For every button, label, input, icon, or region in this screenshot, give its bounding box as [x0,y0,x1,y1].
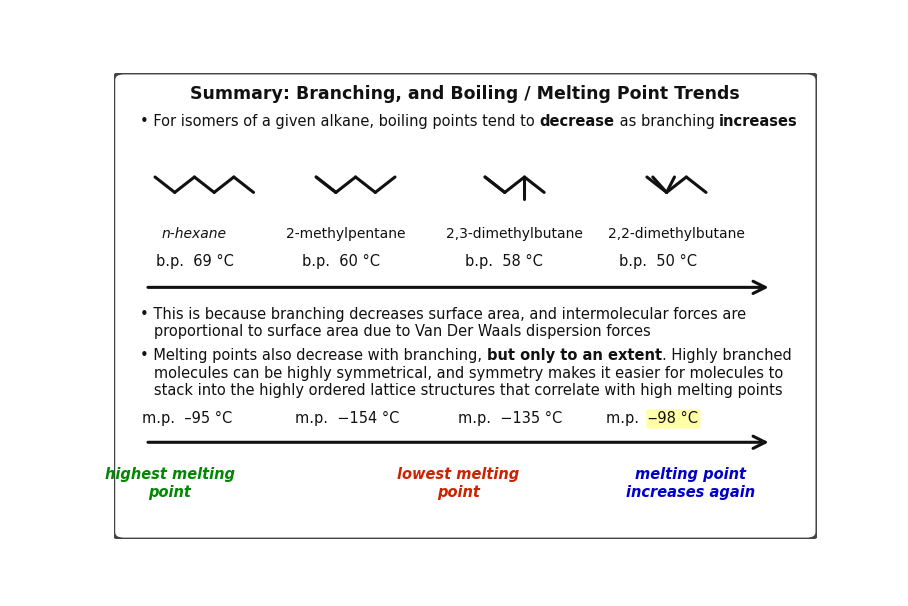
Text: proportional to surface area due to Van Der Waals dispersion forces: proportional to surface area due to Van … [140,324,651,339]
Text: Summary: Branching, and Boiling / Melting Point Trends: Summary: Branching, and Boiling / Meltin… [191,85,740,103]
Text: 2-methylpentane: 2-methylpentane [286,227,406,241]
FancyBboxPatch shape [114,73,817,539]
Text: • For isomers of a given alkane, boiling points tend to: • For isomers of a given alkane, boiling… [140,114,539,129]
Text: b.p.  58 °C: b.p. 58 °C [466,254,543,269]
Text: m.p.  –95 °C: m.p. –95 °C [142,411,232,427]
Text: lowest melting
point: lowest melting point [397,467,519,500]
Text: 2,3-dimethylbutane: 2,3-dimethylbutane [446,227,583,241]
Text: b.p.  60 °C: b.p. 60 °C [302,254,380,269]
Text: ‒98 °C: ‒98 °C [648,411,698,427]
Text: b.p.  50 °C: b.p. 50 °C [618,254,696,269]
Text: highest melting
point: highest melting point [104,467,235,500]
Text: b.p.  69 °C: b.p. 69 °C [156,254,233,269]
Text: n-hexane: n-hexane [162,227,227,241]
Text: molecules can be highly symmetrical, and symmetry makes it easier for molecules : molecules can be highly symmetrical, and… [140,366,784,381]
Text: as branching: as branching [615,114,719,129]
Text: m.p.: m.p. [607,411,648,427]
Text: increases: increases [719,114,798,129]
Text: decrease: decrease [539,114,615,129]
Text: melting point
increases again: melting point increases again [626,467,755,500]
Text: but only to an extent: but only to an extent [487,348,662,364]
Text: • This is because branching decreases surface area, and intermolecular forces ar: • This is because branching decreases su… [140,307,746,322]
Text: . Highly branched: . Highly branched [662,348,792,364]
Text: m.p.  −154 °C: m.p. −154 °C [295,411,400,427]
Text: stack into the highly ordered lattice structures that correlate with high meltin: stack into the highly ordered lattice st… [140,384,783,399]
Text: m.p.  −135 °C: m.p. −135 °C [459,411,563,427]
Text: 2,2-dimethylbutane: 2,2-dimethylbutane [608,227,745,241]
Text: • Melting points also decrease with branching,: • Melting points also decrease with bran… [140,348,487,364]
